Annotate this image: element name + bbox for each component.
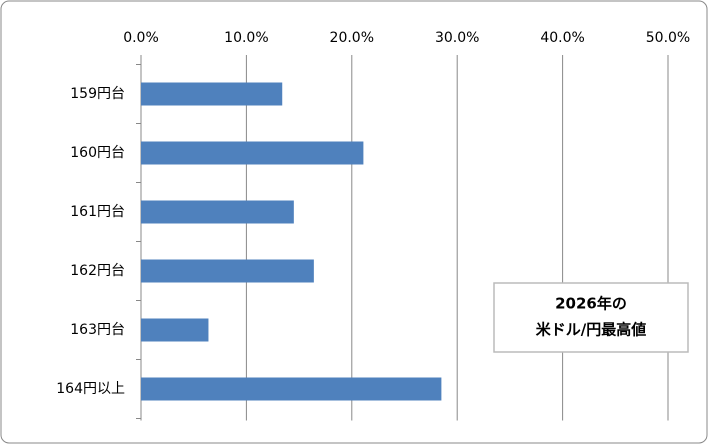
y-tick-label: 160円台 (70, 145, 125, 161)
annotation-text: 米ドル/円最高値 (536, 321, 646, 339)
bar (141, 259, 314, 283)
x-tick-label: 20.0% (330, 30, 374, 46)
y-tick-label: 164円以上 (56, 381, 125, 397)
bar (141, 141, 364, 165)
y-tick-label: 162円台 (70, 263, 125, 279)
bar (141, 82, 283, 106)
y-tick-label: 159円台 (70, 86, 125, 102)
annotation-box (493, 282, 689, 353)
bar (141, 377, 442, 401)
annotation-text: 2026年の (555, 295, 627, 313)
bar (141, 200, 294, 224)
x-tick-label: 40.0% (540, 30, 584, 46)
x-tick-label: 50.0% (646, 30, 690, 46)
y-tick-label: 161円台 (70, 204, 125, 220)
x-tick-label: 10.0% (224, 30, 268, 46)
y-tick-label: 163円台 (70, 322, 125, 338)
bar (141, 318, 209, 342)
x-tick-label: 30.0% (435, 30, 479, 46)
x-tick-label: 0.0% (123, 30, 159, 46)
